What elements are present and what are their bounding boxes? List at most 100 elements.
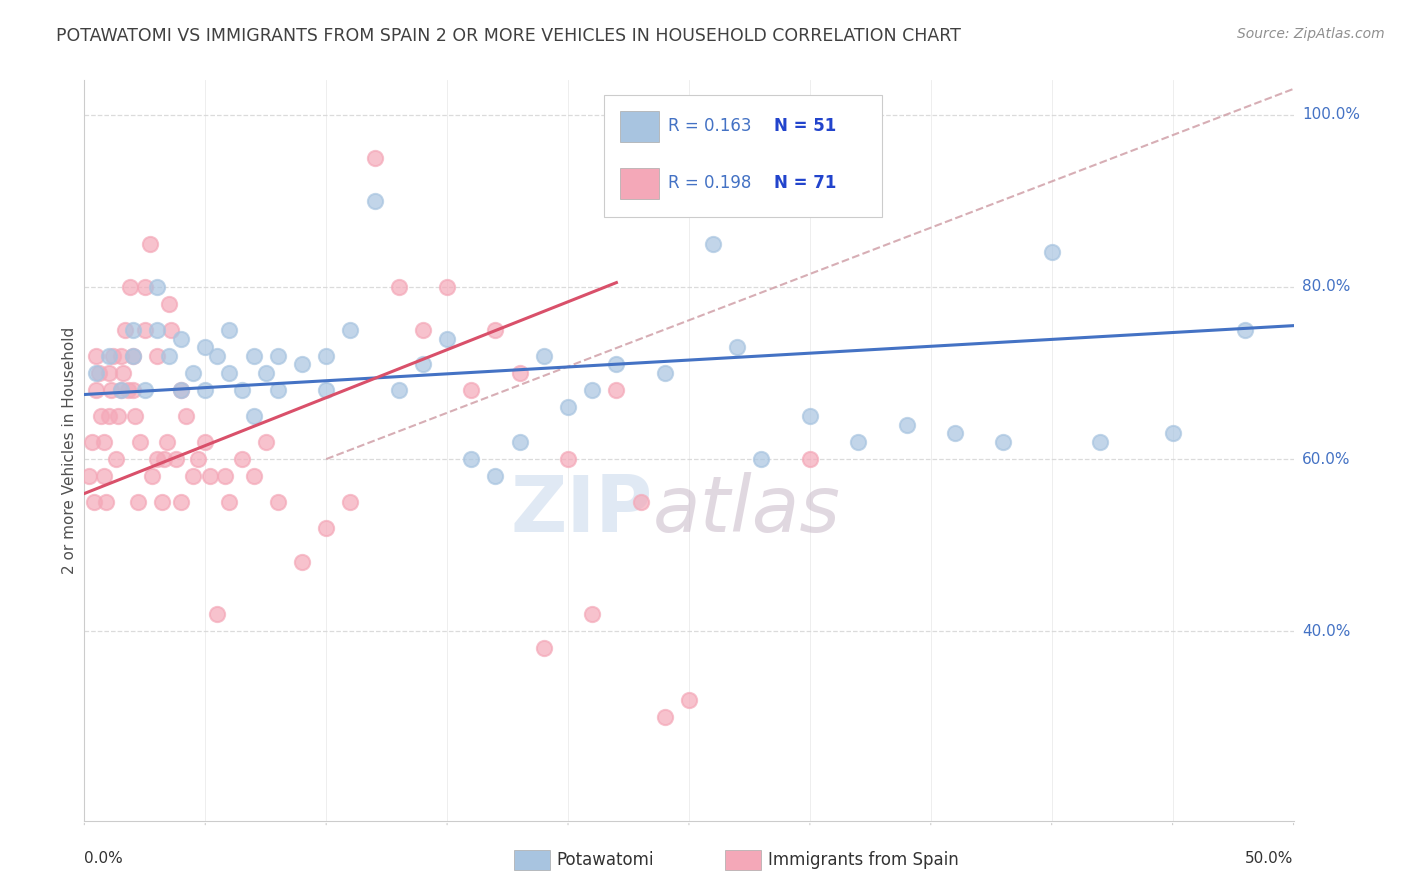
Point [218, 366, 240, 380]
Point [146, 349, 169, 363]
Point [121, 383, 143, 397]
Point [1040, 245, 1063, 260]
Point [134, 323, 156, 337]
Point [104, 452, 127, 467]
Point [194, 434, 217, 449]
Point [146, 452, 169, 467]
Point [134, 383, 156, 397]
Point [80, 434, 103, 449]
Point [581, 607, 603, 621]
Point [388, 280, 411, 294]
Point [799, 452, 821, 467]
Point [254, 434, 277, 449]
Point [533, 641, 555, 656]
Text: N = 71: N = 71 [773, 174, 837, 192]
Point [242, 409, 264, 423]
Point [557, 452, 579, 467]
Point [339, 323, 361, 337]
Point [363, 194, 385, 208]
Point [1161, 426, 1184, 441]
Point [254, 366, 277, 380]
Point [194, 340, 217, 354]
Point [181, 469, 204, 483]
Point [242, 469, 264, 483]
Point [187, 452, 209, 467]
Point [339, 495, 361, 509]
Point [170, 495, 193, 509]
Point [146, 323, 169, 337]
Point [138, 236, 160, 251]
Point [943, 426, 966, 441]
Point [993, 434, 1015, 449]
Point [170, 332, 193, 346]
Point [702, 236, 724, 251]
Point [725, 340, 748, 354]
Point [460, 452, 482, 467]
Point [581, 383, 603, 397]
Point [436, 332, 458, 346]
Point [363, 151, 385, 165]
FancyBboxPatch shape [620, 168, 659, 199]
Point [110, 383, 132, 397]
Point [412, 357, 434, 371]
Point [678, 693, 700, 707]
Point [218, 323, 240, 337]
Point [654, 366, 676, 380]
Point [87, 366, 110, 380]
Point [97, 349, 120, 363]
Point [121, 349, 143, 363]
Point [127, 495, 149, 509]
Point [170, 383, 193, 397]
Point [86, 349, 108, 363]
Point [846, 434, 869, 449]
FancyBboxPatch shape [513, 849, 550, 871]
Point [242, 349, 264, 363]
Point [153, 452, 176, 467]
Point [412, 323, 434, 337]
Point [1234, 323, 1257, 337]
Point [291, 357, 314, 371]
Point [460, 383, 482, 397]
Point [103, 349, 125, 363]
Point [207, 349, 229, 363]
Point [157, 297, 180, 311]
Point [207, 607, 229, 621]
FancyBboxPatch shape [605, 95, 883, 218]
Point [315, 383, 337, 397]
Y-axis label: 2 or more Vehicles in Household: 2 or more Vehicles in Household [62, 326, 77, 574]
Point [124, 409, 146, 423]
FancyBboxPatch shape [620, 111, 659, 142]
Point [315, 349, 337, 363]
Point [630, 495, 652, 509]
FancyBboxPatch shape [725, 849, 762, 871]
Point [267, 349, 290, 363]
Text: Immigrants from Spain: Immigrants from Spain [768, 851, 959, 869]
Text: 60.0%: 60.0% [1302, 451, 1350, 467]
Point [388, 383, 411, 397]
Point [165, 452, 187, 467]
Text: 100.0%: 100.0% [1302, 107, 1360, 122]
Point [557, 401, 579, 415]
Point [86, 383, 108, 397]
Point [231, 452, 253, 467]
Point [146, 280, 169, 294]
Point [114, 323, 136, 337]
Point [100, 383, 122, 397]
Point [120, 280, 142, 294]
Point [141, 469, 163, 483]
Point [112, 366, 135, 380]
Point [214, 469, 236, 483]
Point [160, 323, 183, 337]
Point [93, 434, 115, 449]
Point [97, 409, 120, 423]
Point [654, 710, 676, 724]
Point [605, 383, 627, 397]
Point [83, 495, 105, 509]
Point [751, 452, 773, 467]
Text: 50.0%: 50.0% [1246, 851, 1294, 866]
Point [157, 349, 180, 363]
Text: Source: ZipAtlas.com: Source: ZipAtlas.com [1237, 27, 1385, 41]
Text: 80.0%: 80.0% [1302, 279, 1350, 294]
Point [107, 409, 129, 423]
Point [218, 495, 240, 509]
